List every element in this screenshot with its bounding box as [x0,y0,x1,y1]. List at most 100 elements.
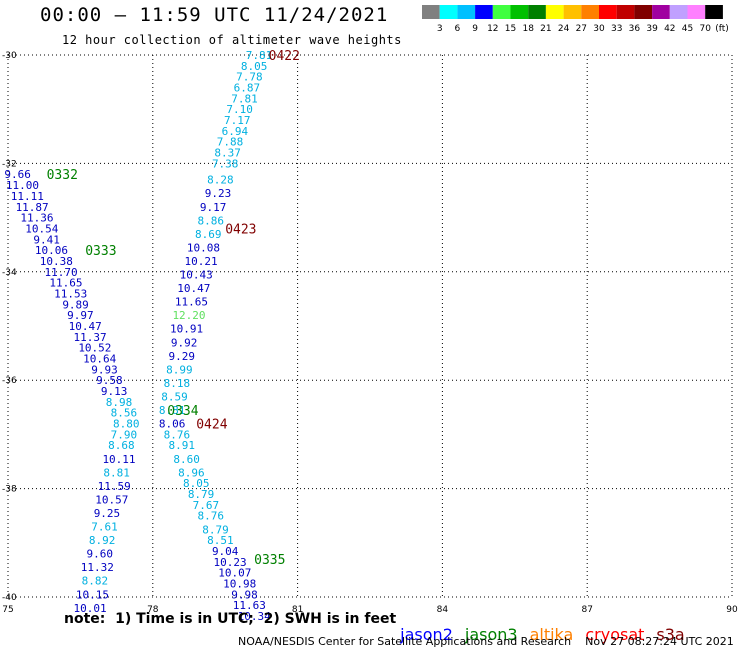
wave-height-label: 11.11 [11,190,44,203]
wave-height-label: 10.07 [218,567,251,580]
wave-height-label: 10.64 [83,353,116,366]
wave-height-label: 11.53 [54,287,87,300]
y-tick-label: -40 [2,593,17,603]
y-tick-label: -34 [2,268,17,278]
wave-height-label: 9.17 [200,201,227,214]
satellite-jason3: jason3 [464,625,518,644]
wave-height-label: 11.65 [175,296,208,309]
wave-height-label: 9.98 [231,588,258,601]
legend-label: 30 [593,24,605,34]
legend-swatch [669,5,688,19]
legend-swatch [439,5,458,19]
wave-height-label: 10.23 [213,556,246,569]
wave-height-label: 9.97 [67,309,94,322]
legend-swatch [652,5,670,19]
x-tick-label: 84 [437,605,449,615]
wave-height-label: 8.81 [159,404,186,417]
wave-height-label: 10.91 [170,323,203,336]
wave-height-label: 7.90 [111,428,138,441]
page-subtitle: 12 hour collection of altimeter wave hei… [62,33,402,47]
y-tick-label: -38 [2,485,17,495]
legend-swatch [599,5,617,19]
y-tick-label: -30 [2,51,17,61]
y-tick-label: -32 [2,159,17,169]
wave-height-label: 9.23 [205,187,232,200]
wave-height-label: 10.47 [177,282,210,295]
wave-height-label: 7.81 [246,49,273,62]
chart-grid [7,54,733,598]
wave-height-label: 8.28 [207,174,234,187]
wave-height-label: 11.65 [49,277,82,290]
legend-swatch [634,5,653,19]
wave-height-label: 10.08 [187,241,220,254]
color-legend: 3 6 9 12 15 18 21 24 27 30 33 36 39 42 45 70 (ft) [422,5,729,34]
legend-swatch [581,5,599,19]
wave-height-label: 10.52 [78,342,111,355]
legend-label: 3 [437,24,443,34]
wave-height-label: 8.86 [197,214,224,227]
wave-height-label: 7.67 [193,499,220,512]
satellite-jason2: jason2 [400,625,453,644]
page-title: 00:00 – 11:59 UTC 11/24/2021 [40,4,389,26]
wave-height-label: 9.04 [212,545,239,558]
x-tick-label: 87 [581,605,592,615]
wave-height-label: 8.98 [106,396,133,409]
legend-swatch [528,5,546,19]
wave-height-label: 7.38 [212,157,239,170]
wave-height-label: 11.36 [20,212,53,225]
wave-height-label: 7.61 [91,521,118,534]
legend-label: 70 [699,24,711,34]
wave-height-label: 9.29 [169,350,196,363]
wave-height-label: 9.93 [91,363,118,376]
wave-height-label: 12.20 [172,309,205,322]
wave-height-label: 7.17 [224,114,251,127]
satellite-s3a: s3a [656,625,685,644]
wave-height-label: 9.58 [96,374,123,387]
wave-height-label: 8.59 [161,390,188,403]
wave-height-label: 10.57 [95,493,128,506]
legend-label: 39 [646,24,658,34]
wave-height-label: 9.66 [4,168,31,181]
wave-height-label: 8.81 [103,466,130,479]
y-tick-label: -36 [2,376,17,386]
wave-height-label: 8.96 [178,466,205,479]
wave-height-label: 10.01 [73,602,106,615]
wave-height-label: 8.79 [188,488,215,501]
wave-height-label: 8.79 [202,523,229,536]
wave-height-label: 10.47 [69,320,102,333]
wave-height-label: 11.37 [73,331,106,344]
wave-height-label: 7.81 [231,92,258,105]
wave-height-label: 6.94 [222,125,249,138]
chart-axes: 75 78 81 84 87 90 -30 -32 -34 -36 -38 -40 [2,51,738,615]
pass-label: 0422 [269,49,300,64]
x-tick-label: 90 [726,605,738,615]
wave-height-label: 11.70 [45,266,78,279]
legend-label: 15 [505,24,516,34]
legend-label: 18 [522,24,534,34]
wave-height-label: 8.56 [111,407,138,420]
legend-swatch [457,5,476,19]
legend-swatch [687,5,706,19]
wave-height-label: 8.80 [113,418,140,431]
wave-height-label: 8.99 [166,363,193,376]
legend-swatch [563,5,582,19]
wave-height-label: 7.10 [226,103,253,116]
pass-label: 0423 [225,222,256,237]
legend-label: 21 [540,24,551,34]
legend-label: 27 [576,24,587,34]
wave-height-label: 10.43 [180,269,213,282]
wave-height-label: 9.41 [33,233,60,246]
wave-height-label: 7.78 [236,71,263,84]
legend-label: 42 [664,24,675,34]
wave-height-label: 9.92 [171,336,198,349]
pass-label: 0332 [47,168,78,183]
wave-height-label: 8.76 [197,510,224,523]
credit-timestamp: Nov 27 08:27:24 UTC 2021 [585,635,734,648]
wave-height-label: 8.18 [164,377,191,390]
legend-swatch [616,5,635,19]
legend-swatch [510,5,529,19]
wave-height-label: 8.06 [159,418,186,431]
wave-height-label: 10.11 [102,453,135,466]
legend-unit: (ft) [715,24,729,34]
